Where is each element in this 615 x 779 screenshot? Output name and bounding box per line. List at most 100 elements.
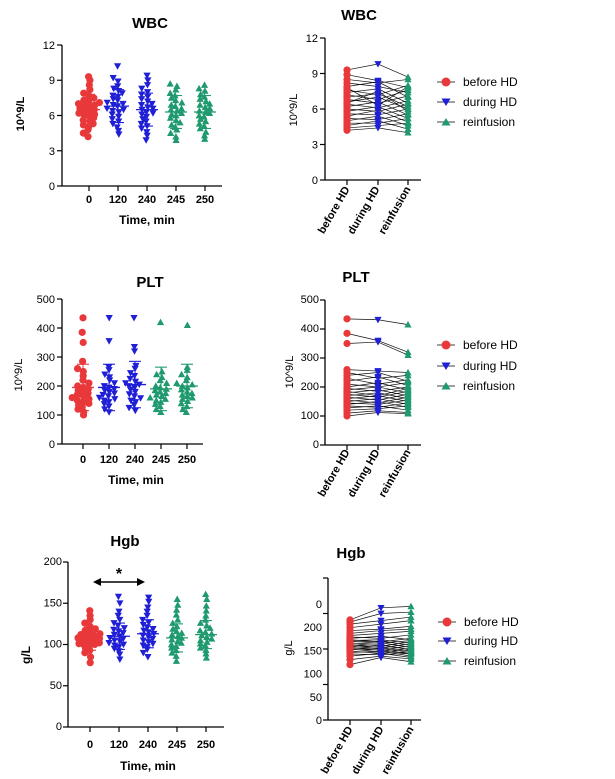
data-point-triangle-up (174, 601, 182, 608)
plt-scatter-xlabel: Time, min (108, 473, 164, 487)
wbc-paired-title: WBC (341, 7, 377, 24)
data-point-triangle-down (103, 105, 111, 113)
hgb-scatter-xtick: 0 (87, 739, 93, 751)
data-point-triangle-down (374, 99, 382, 106)
data-point-triangle-up (404, 351, 412, 358)
hgb-scatter-xtick: 250 (197, 739, 215, 751)
data-point-triangle-down (143, 89, 152, 96)
data-point-triangle-up (202, 612, 210, 619)
plt-paired-ytick: 100 (301, 410, 319, 422)
plt-paired-panel: PLT 10^9/L 0 100 200 300 400 500 before … (284, 269, 518, 500)
hgb-scatter-ytick: 0 (56, 721, 62, 733)
legend-label: before HD (463, 338, 518, 352)
data-point-triangle-down (140, 627, 148, 635)
data-point-triangle-down (110, 626, 118, 634)
legend-marker-triangle-down (442, 637, 452, 645)
data-point-triangle-down (125, 391, 133, 398)
data-point-triangle-up (167, 129, 175, 137)
data-point-triangle-down (138, 85, 146, 93)
data-point-triangle-down (143, 612, 151, 620)
data-point-triangle-up (407, 613, 415, 620)
arrow-head-right-icon (137, 578, 145, 586)
wbc-paired-ytick: 12 (306, 33, 318, 45)
data-point-triangle-down (374, 409, 382, 417)
data-point-triangle-down (119, 630, 127, 637)
data-point-triangle-down (103, 99, 111, 107)
plt-scatter-plot (57, 298, 203, 449)
data-point-triangle-up (178, 629, 186, 636)
data-point-triangle-down (377, 654, 385, 662)
data-point-triangle-down (100, 401, 108, 408)
plt-scatter-ytick: 200 (37, 381, 55, 393)
legend-marker-triangle-down (441, 98, 451, 106)
data-point-triangle-up (172, 611, 180, 618)
wbc-scatter-xlabel: Time, min (119, 213, 175, 227)
data-point-triangle-up (157, 408, 165, 415)
hgb-scatter-ytick: 150 (44, 597, 62, 609)
data-point-circle (80, 89, 88, 97)
data-point-triangle-up (168, 631, 176, 638)
data-point-triangle-up (202, 607, 210, 614)
hgb-scatter-xtick: 240 (139, 739, 157, 751)
data-point-triangle-down (374, 339, 382, 346)
data-point-triangle-down (105, 314, 113, 322)
wbc-paired-ytick: 9 (312, 69, 318, 81)
data-point-triangle-up (158, 392, 166, 400)
data-point-triangle-up (166, 80, 174, 87)
data-point-triangle-up (183, 321, 191, 328)
data-point-circle (73, 396, 82, 405)
wbc-paired-plot (320, 37, 421, 185)
data-point-triangle-up (177, 104, 186, 112)
data-point-triangle-up (404, 107, 412, 115)
wbc-paired-legend: before HD during HD reinfusion (437, 75, 518, 129)
data-point-triangle-up (404, 371, 412, 379)
data-point-circle (95, 98, 104, 107)
data-point-triangle-down (143, 72, 151, 80)
data-point-triangle-down (144, 104, 152, 111)
data-point-triangle-down (142, 109, 151, 116)
data-point-triangle-up (177, 109, 186, 117)
data-point-triangle-down (119, 106, 128, 114)
data-point-triangle-up (167, 106, 175, 113)
data-point-triangle-up (407, 627, 415, 635)
data-point-triangle-down (115, 113, 123, 121)
data-point-triangle-down (149, 105, 157, 113)
data-point-triangle-down (114, 593, 123, 601)
data-point-triangle-down (110, 631, 118, 639)
plt-scatter-xtick: 120 (100, 454, 118, 466)
data-point-triangle-up (404, 114, 412, 122)
data-point-circle (343, 412, 351, 420)
data-point-circle (73, 365, 82, 373)
data-point-triangle-up (407, 649, 415, 657)
data-point-triangle-down (377, 633, 385, 640)
data-point-triangle-down (108, 111, 116, 118)
data-point-triangle-down (110, 637, 119, 644)
data-point-triangle-down (95, 394, 103, 402)
wbc-scatter-panel: WBC 10^9/L 0 3 6 9 12 0 120 240 245 250 … (15, 15, 222, 227)
data-point-triangle-down (105, 374, 114, 381)
hgb-significance-bracket: * (93, 566, 145, 586)
data-point-triangle-down (136, 395, 145, 402)
plt-paired-legend: before HD during HD reinfusion (437, 338, 518, 393)
data-point-triangle-up (196, 95, 204, 102)
data-point-triangle-down (110, 85, 118, 93)
data-point-triangle-up (176, 118, 184, 126)
data-point-triangle-up (168, 121, 176, 128)
plt-paired-xtick: reinfusion (377, 447, 414, 499)
data-point-triangle-down (119, 635, 127, 643)
data-point-triangle-up (404, 402, 412, 409)
data-point-triangle-down (374, 117, 382, 125)
hgb-paired-ytick: 0 (316, 599, 322, 611)
data-point-triangle-up (404, 92, 412, 99)
series-250 (173, 321, 198, 415)
data-point-triangle-up (404, 379, 412, 386)
data-point-triangle-down (119, 641, 128, 649)
data-point-triangle-up (202, 602, 210, 609)
plt-scatter-xtick: 245 (152, 454, 170, 466)
data-point-circle (346, 661, 354, 669)
legend-label: reinfusion (463, 379, 515, 393)
data-point-triangle-down (374, 125, 382, 132)
series-240 (136, 72, 158, 144)
series-0 (74, 73, 104, 141)
data-point-triangle-down (100, 383, 108, 390)
